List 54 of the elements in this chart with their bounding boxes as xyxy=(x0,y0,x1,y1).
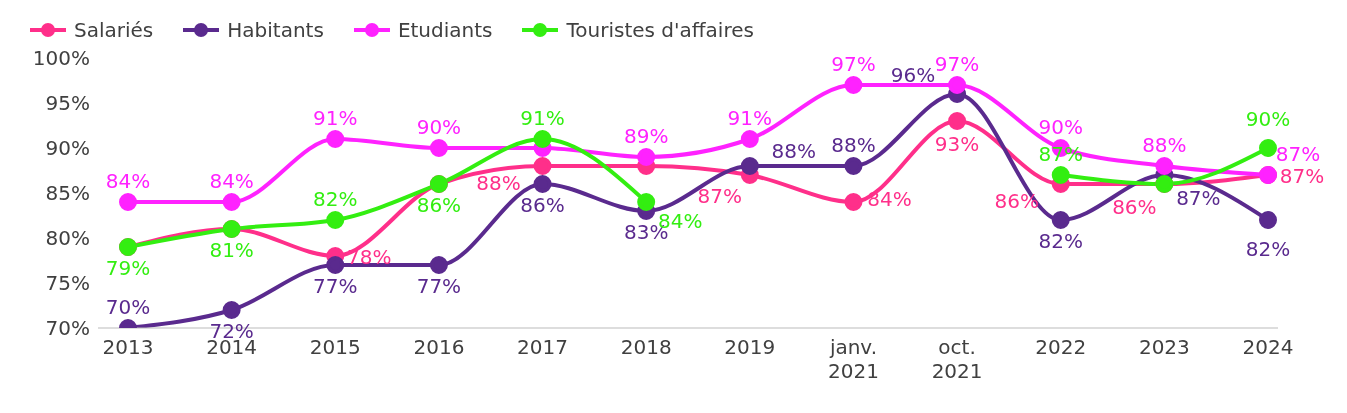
data-label: 84% xyxy=(209,169,254,193)
x-tick-label: 2017 xyxy=(517,335,568,359)
data-label: 77% xyxy=(313,274,358,298)
data-label: 87% xyxy=(1279,164,1325,188)
data-label: 89% xyxy=(623,124,669,148)
data-label: 77% xyxy=(416,274,462,298)
y-tick-label: 95% xyxy=(45,91,90,116)
x-tick-label: 2013 xyxy=(102,335,154,359)
data-label: 87% xyxy=(697,184,743,208)
data-label: 88% xyxy=(771,139,817,163)
y-tick-label: 100% xyxy=(32,46,90,71)
y-tick-label: 85% xyxy=(45,181,90,206)
x-tick-label: 2019 xyxy=(724,335,776,359)
x-tick-label: 2023 xyxy=(1138,335,1190,359)
data-label: 97% xyxy=(831,52,876,76)
data-label: 86% xyxy=(1112,195,1157,219)
legend-label: Habitants xyxy=(226,18,324,42)
data-label: 79% xyxy=(105,256,151,280)
data-label: 96% xyxy=(890,63,936,87)
y-tick-label: 90% xyxy=(45,136,90,161)
x-tick-label: 2022 xyxy=(1035,335,1087,359)
data-label: 82% xyxy=(1038,229,1083,253)
data-label: 82% xyxy=(1245,237,1291,261)
data-label: 90% xyxy=(1245,107,1291,131)
x-tick-label: 2016 xyxy=(413,335,465,359)
data-label: 88% xyxy=(1142,133,1187,157)
data-label: 97% xyxy=(934,52,980,76)
legend-label: Salariés xyxy=(73,18,154,42)
data-label: 87% xyxy=(1275,142,1321,166)
legend-label: Etudiants xyxy=(396,18,493,42)
data-label: 93% xyxy=(934,132,980,156)
data-label: 81% xyxy=(209,238,254,262)
data-label: 87% xyxy=(1176,186,1221,210)
x-tick-label: oct. 2021 xyxy=(931,335,983,383)
data-label: 88% xyxy=(831,133,876,157)
x-tick-label: janv. 2021 xyxy=(828,335,879,383)
y-tick-label: 80% xyxy=(45,226,90,251)
data-label: 91% xyxy=(727,106,773,130)
data-label: 88% xyxy=(476,171,521,195)
data-label: 70% xyxy=(105,295,151,319)
x-tick-label: 2018 xyxy=(620,335,672,359)
data-label: 90% xyxy=(1038,115,1083,139)
legend-label: Touristes d'affaires xyxy=(565,18,754,42)
data-label: 91% xyxy=(313,106,358,130)
data-label: 82% xyxy=(313,187,358,211)
data-label: 91% xyxy=(520,106,565,130)
data-label: 86% xyxy=(520,193,565,217)
y-tick-label: 70% xyxy=(45,316,90,341)
x-tick-label: 2024 xyxy=(1242,335,1294,359)
data-label: 90% xyxy=(416,115,462,139)
x-tick-label: 2015 xyxy=(309,335,361,359)
y-tick-label: 75% xyxy=(45,271,90,296)
data-label: 84% xyxy=(105,169,151,193)
data-label: 86% xyxy=(416,193,462,217)
